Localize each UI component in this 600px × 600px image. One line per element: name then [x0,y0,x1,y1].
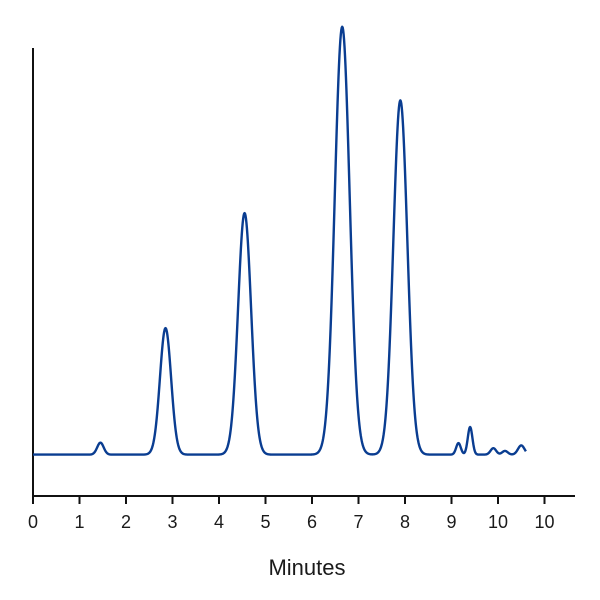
chromatogram-trace [32,25,527,456]
x-tick-label-7: 7 [353,512,363,532]
x-tick-label-2: 2 [121,512,131,532]
x-tick-label-11: 10 [534,512,554,532]
x-tick-label-4: 4 [214,512,224,532]
x-tick-label-5: 5 [260,512,270,532]
x-axis-ticks [32,496,546,504]
x-tick-label-3: 3 [167,512,177,532]
x-tick-label-1: 1 [74,512,84,532]
x-axis-title: Minutes [268,555,345,580]
x-tick-label-0: 0 [28,512,38,532]
x-tick-label-10: 10 [488,512,508,532]
x-tick-label-9: 9 [446,512,456,532]
x-tick-label-6: 6 [307,512,317,532]
x-axis-tick-labels: 0 1 2 3 4 5 6 7 8 9 10 10 [28,512,555,532]
x-tick-label-8: 8 [400,512,410,532]
